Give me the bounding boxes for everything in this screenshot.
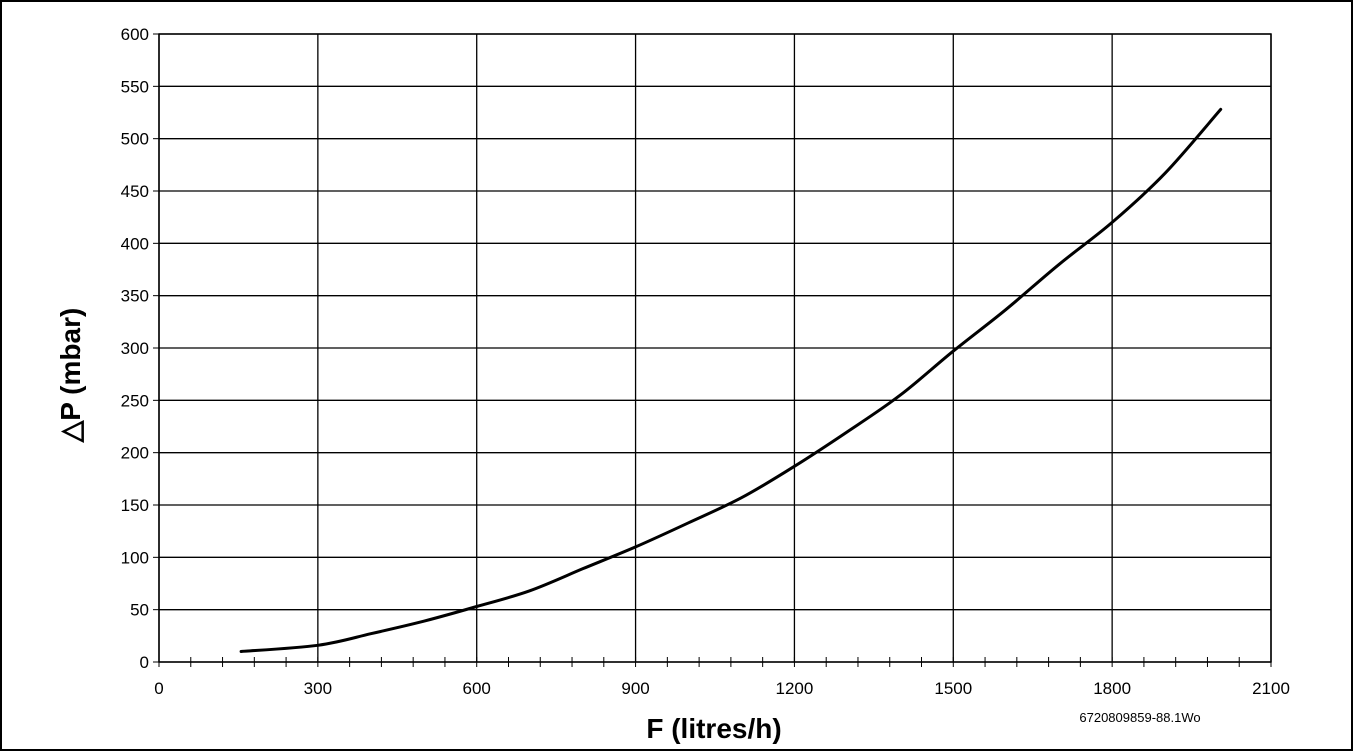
y-tick-label: 300 xyxy=(121,339,149,358)
reference-code: 6720809859-88.1Wo xyxy=(1079,710,1200,725)
y-tick-label: 0 xyxy=(140,653,149,672)
x-tick-label: 600 xyxy=(463,679,491,698)
x-tick-label: 1200 xyxy=(776,679,814,698)
x-tick-label: 1800 xyxy=(1093,679,1131,698)
y-tick-labels: 0 50 100 150 200 250 300 350 400 450 500 550 600 xyxy=(121,25,149,672)
x-tick-label: 1500 xyxy=(934,679,972,698)
y-tick-label: 500 xyxy=(121,130,149,149)
y-tick-label: 350 xyxy=(121,287,149,306)
x-tick-label: 300 xyxy=(304,679,332,698)
x-tick-label: 0 xyxy=(154,679,163,698)
y-tick-label: 50 xyxy=(130,601,149,620)
y-tick-label: 400 xyxy=(121,234,149,253)
y-tick-label: 100 xyxy=(121,548,149,567)
y-tick-label: 450 xyxy=(121,182,149,201)
x-tick-label: 2100 xyxy=(1252,679,1290,698)
x-axis-label: F (litres/h) xyxy=(646,713,781,744)
x-tick-label: 900 xyxy=(621,679,649,698)
y-axis-label: △P (mbar) xyxy=(55,308,86,444)
y-tick-label: 150 xyxy=(121,496,149,515)
y-tick-label: 550 xyxy=(121,77,149,96)
plot-area-border xyxy=(158,33,1272,663)
y-tick-label: 250 xyxy=(121,391,149,410)
y-tick-label: 200 xyxy=(121,444,149,463)
x-tick-labels: 0 300 600 900 1200 1500 1800 2100 xyxy=(154,679,1290,698)
pressure-drop-curve xyxy=(239,107,1223,653)
y-tick-label: 600 xyxy=(121,25,149,44)
